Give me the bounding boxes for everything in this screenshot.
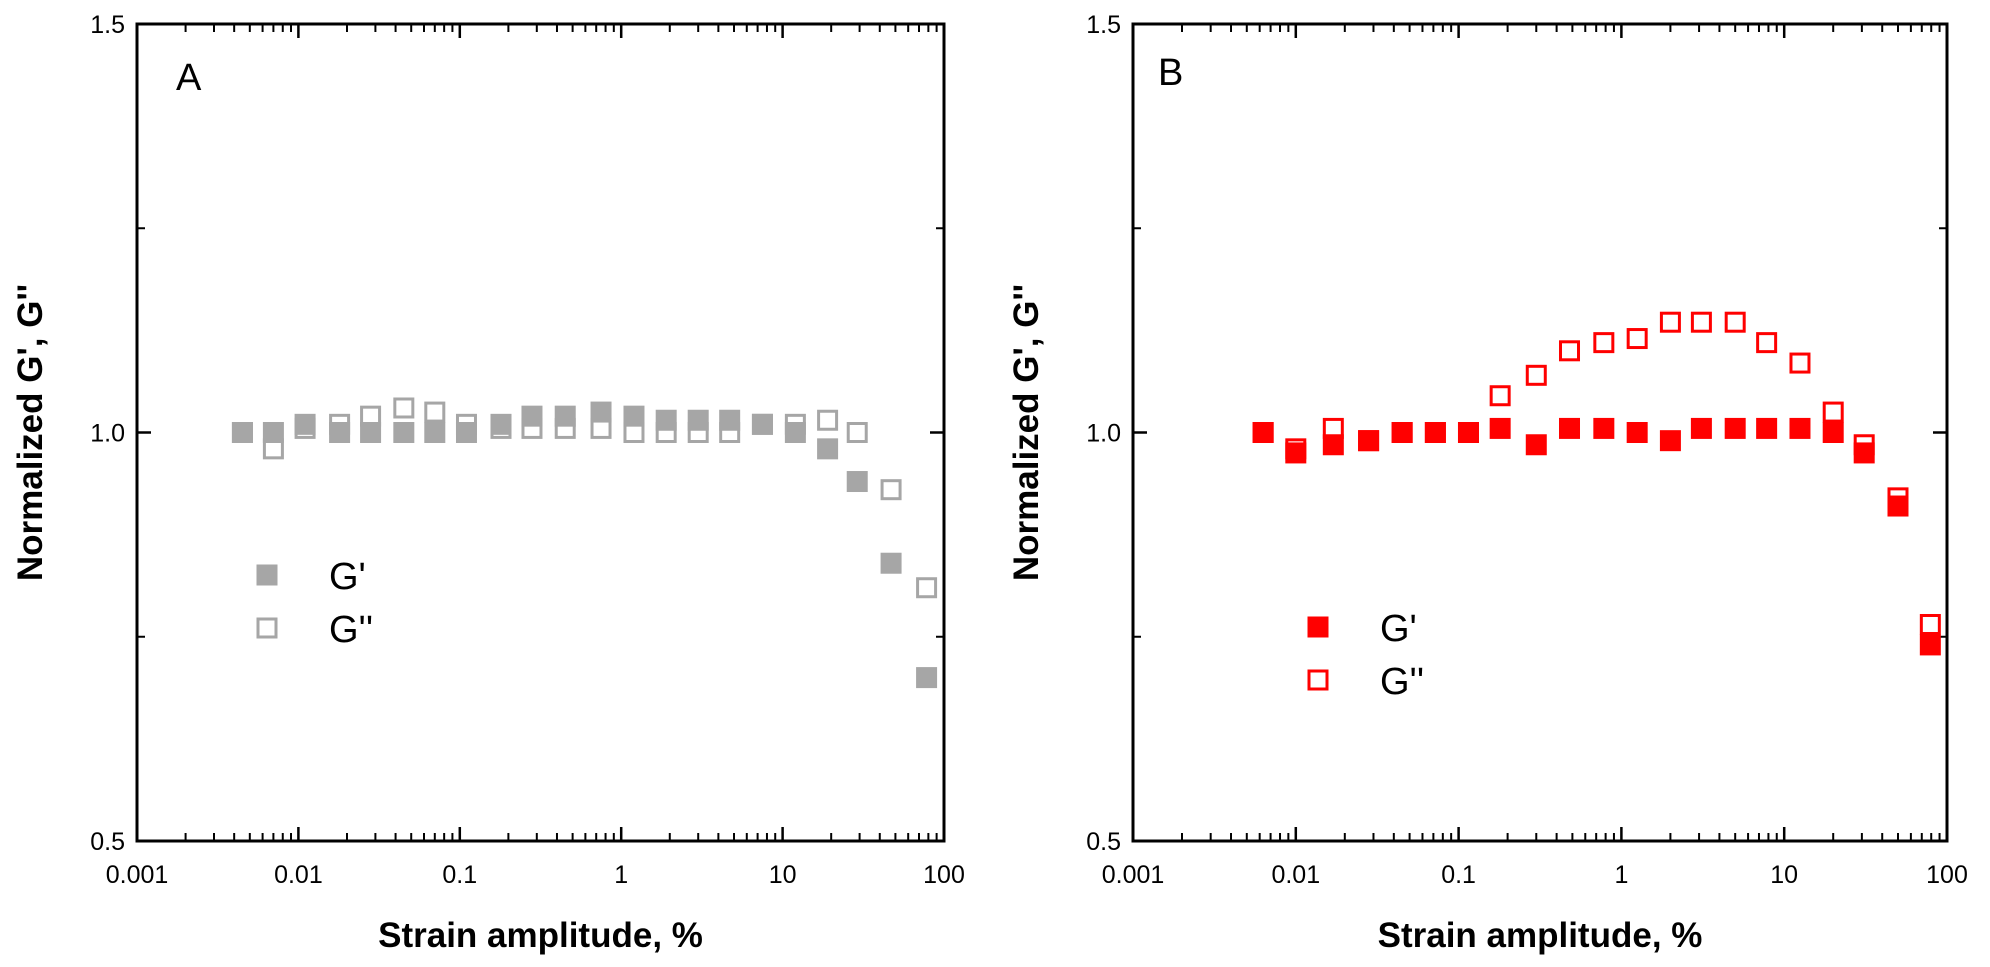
panel-a-gprime-point [490,413,512,435]
panel-a-gprime-point [262,422,284,443]
panel-a-gprime-point [719,409,741,431]
panel-b: B Strain amplitude, % Normalized G', G''… [1007,11,1968,955]
panel-a-y-tick-label: 0.5 [90,828,125,856]
panel-a-gprime-point [329,422,351,443]
panel-a-gprime-point [231,422,253,443]
panel-a-y-tick-label: 1.0 [90,420,125,448]
panel-b-y-tick-label: 0.5 [1086,828,1121,856]
panel-b-y-tick-label: 1.0 [1086,420,1121,448]
panel-b-gdoubleprime-point [1789,352,1811,374]
panel-b-gdoubleprime-point [1626,328,1648,350]
panel-a-legend-marker [256,617,278,639]
panel-b-gprime-point [1285,442,1307,464]
panel-b-gdoubleprime-point [1822,401,1844,423]
panel-b-gdoubleprime-point [1724,311,1746,333]
panel-a-gdoubleprime-point [393,397,415,419]
panel-a-gprime-point [521,405,543,427]
panel-b-gdoubleprime-point [1659,311,1681,333]
panel-b-gprime-point [1887,495,1909,517]
panel-a-y-axis-title: Normalized G', G'' [11,284,50,581]
panel-a-x-tick-label: 100 [923,861,965,889]
panel-b-x-axis-title: Strain amplitude, % [1378,916,1703,955]
panel-b-gprime-point [1322,434,1344,456]
panel-b-gprime-point [1593,417,1615,439]
panel-b-gprime-point [1789,417,1811,439]
panel-b-legend-marker [1307,669,1329,691]
panel-a-legend-marker [256,564,278,586]
panel-b-x-tick-label: 100 [1926,861,1968,889]
panel-a-gprime-point [623,405,645,427]
panel-a-gdoubleprime-point [846,422,868,443]
panel-b-gprime-point [1391,422,1413,443]
panel-a-legend-label: G' [329,556,366,598]
panel-b-label: B [1158,52,1183,94]
panel-b-gdoubleprime-point [1593,332,1615,354]
panel-b-x-tick-label: 0.1 [1441,861,1476,889]
panel-a-gprime-point [393,422,415,443]
panel-a-gdoubleprime-point [817,409,839,431]
panel-a-gprime-point [687,409,709,431]
panel-b-legend-label: G'' [1380,661,1424,703]
panel-b-gprime-point [1919,634,1941,656]
panel-b-gdoubleprime-point [1489,385,1511,407]
panel-b-x-tick-label: 1 [1614,861,1628,889]
panel-b-gprime-point [1424,422,1446,443]
panel-a-gprime-point [655,409,677,431]
panel-b-gprime-point [1358,430,1380,452]
panel-b-gdoubleprime-point [1919,613,1941,635]
panel-b-gprime-point [1659,430,1681,452]
panel-b-gprime-point [1252,422,1274,443]
panel-a-gdoubleprime-point [880,479,902,501]
panel-b-x-tick-label: 10 [1770,861,1798,889]
panel-a-label: A [176,57,202,99]
panel-a-gdoubleprime-point [916,577,938,599]
panel-a-x-tick-label: 0.001 [106,861,169,889]
panel-a: A Strain amplitude, % Normalized G', G''… [11,11,965,955]
panel-b-gdoubleprime-point [1525,364,1547,386]
panel-b-gdoubleprime-point [1690,311,1712,333]
panel-a-gprime-point [554,405,576,427]
panel-a-x-axis-title: Strain amplitude, % [378,916,703,955]
panel-a-x-tick-label: 0.1 [442,861,477,889]
panel-b-x-tick-label: 0.001 [1102,861,1165,889]
panel-a-gprime-point [424,422,446,443]
panel-a-gprime-point [817,438,839,460]
panel-b-legend-marker [1307,616,1329,638]
panel-b-gprime-point [1525,434,1547,456]
panel-a-x-tick-label: 10 [769,861,797,889]
panel-b-y-axis-title: Normalized G', G'' [1007,284,1046,581]
panel-b-legend-label: G' [1380,608,1417,650]
panel-b-gprime-point [1756,417,1778,439]
panel-a-gprime-point [360,422,382,443]
panel-a-gdoubleprime-point [424,401,446,423]
panel-a-x-tick-label: 0.01 [274,861,323,889]
panel-b-gprime-point [1489,417,1511,439]
panel-b-gprime-point [1626,422,1648,443]
panel-b-y-tick-label: 1.5 [1086,11,1121,39]
panel-a-gprime-point [846,471,868,493]
panel-a-gprime-point [751,413,773,435]
panel-a-gprime-point [784,422,806,443]
panel-a-gprime-point [455,422,477,443]
panel-a-legend-label: G'' [329,609,373,651]
panel-b-gprime-point [1853,442,1875,464]
panel-a-gprime-point [590,401,612,423]
panel-b-gprime-point [1559,417,1581,439]
panel-b-gdoubleprime-point [1756,332,1778,354]
panel-a-x-tick-label: 1 [614,861,628,889]
panel-b-x-tick-label: 0.01 [1271,861,1320,889]
panel-b-gprime-point [1822,422,1844,443]
panel-b-gprime-point [1724,417,1746,439]
panel-a-gprime-point [880,552,902,574]
panel-a-gprime-point [916,667,938,689]
panel-b-gdoubleprime-point [1559,340,1581,362]
panel-b-gprime-point [1457,422,1479,443]
panel-a-gprime-point [294,413,316,435]
panel-a-y-tick-label: 1.5 [90,11,125,39]
panel-b-gprime-point [1690,417,1712,439]
